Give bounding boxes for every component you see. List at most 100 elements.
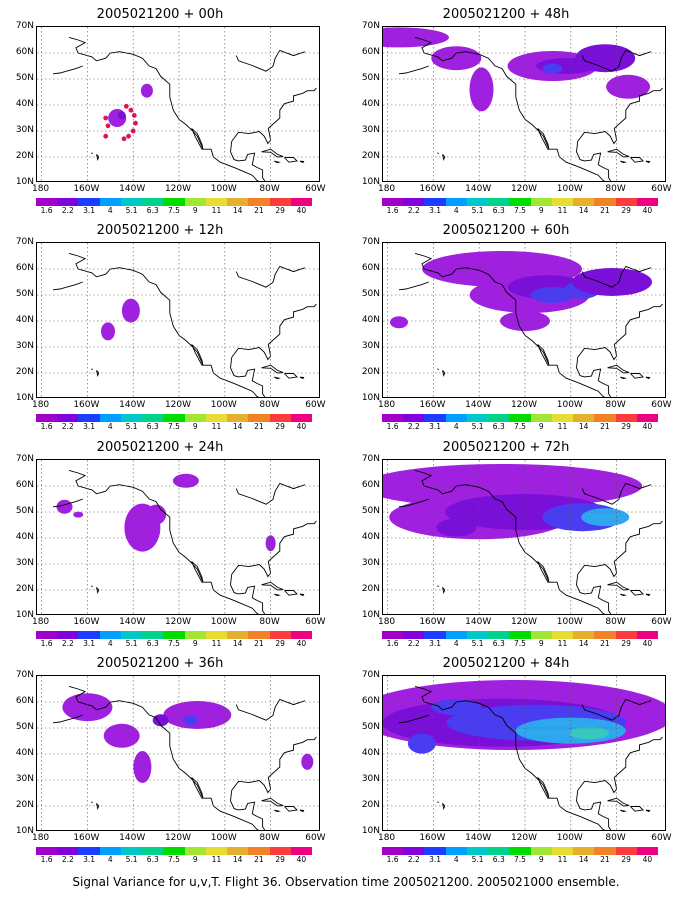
longitude-label: 180 <box>31 617 50 627</box>
longitude-label: 100W <box>556 400 583 410</box>
latitude-label: 20N <box>15 367 34 377</box>
colorbar-level-label: 40 <box>296 206 307 215</box>
colorbar-level-label: 21 <box>254 855 264 864</box>
colorbar-level-label: 21 <box>600 422 610 431</box>
latitude-label: 60N <box>361 47 380 57</box>
colorbar-level-label: 1.6 <box>386 422 399 431</box>
colorbar-level-label: 11 <box>211 206 222 215</box>
observation-point <box>103 133 109 139</box>
colorbar-level-label: 21 <box>254 422 264 431</box>
longitude-label: 120W <box>510 617 538 627</box>
longitude-label: 60W <box>305 184 326 194</box>
longitude-label: 60W <box>651 400 672 410</box>
colorbar-level-label: 4 <box>107 422 113 431</box>
colorbar-level-label: 29 <box>275 855 285 864</box>
colorbar-swatch <box>227 631 249 639</box>
latitude-label: 50N <box>15 73 34 83</box>
panel-title: 2005021200 + 00h <box>96 7 224 22</box>
colorbar-level-label: 9 <box>538 206 544 215</box>
latitude-label: 40N <box>361 748 380 758</box>
colorbar-level-label: 9 <box>192 206 198 215</box>
forecast-map-panel: 2005021200 + 24h 70N 60N 50N 40N 30N 20N 10N 180… <box>0 440 326 653</box>
latitude-label: 20N <box>15 584 34 594</box>
colorbar-level-label: 14 <box>578 855 589 864</box>
colorbar-level-label: 5.1 <box>125 422 138 431</box>
colorbar-swatch <box>530 631 552 639</box>
latitude-label: 40N <box>361 532 380 542</box>
colorbar-swatch <box>530 198 552 206</box>
colorbar-level-label: 2.2 <box>407 855 420 864</box>
variance-region <box>265 535 276 552</box>
colorbar-swatch <box>403 631 425 639</box>
longitude-label: 60W <box>651 833 672 843</box>
map-canvas <box>383 243 665 397</box>
observation-point <box>103 115 109 121</box>
colorbar-level-label: 11 <box>211 422 222 431</box>
colorbar-swatch <box>184 847 206 855</box>
longitude-label: 100W <box>556 617 583 627</box>
colorbar <box>382 198 659 206</box>
latitude-label: 70N <box>15 237 34 247</box>
map-frame <box>36 242 320 398</box>
latitude-label: 70N <box>361 21 380 31</box>
colorbar-level-label: 4 <box>107 639 113 648</box>
colorbar-swatch <box>78 198 100 206</box>
colorbar-swatch <box>36 847 58 855</box>
colorbar-level-label: 29 <box>275 422 285 431</box>
latitude-label: 20N <box>361 584 380 594</box>
longitude-label: 120W <box>164 617 192 627</box>
forecast-map-panel: 2005021200 + 12h 70N 60N 50N 40N 30N 20N 10N 180… <box>0 223 326 436</box>
colorbar-swatch <box>636 414 659 422</box>
longitude-label: 120W <box>164 400 192 410</box>
latitude-label: 30N <box>361 774 380 784</box>
longitude-label: 160W <box>73 617 100 627</box>
colorbar-level-label: 7.5 <box>168 639 180 648</box>
latitude-label: 30N <box>361 125 380 135</box>
longitude-label: 160W <box>419 184 446 194</box>
panel-title: 2005021200 + 24h <box>96 440 224 455</box>
colorbar-swatch <box>57 631 79 639</box>
colorbar-swatch <box>227 847 249 855</box>
colorbar-level-label: 6.3 <box>492 639 505 648</box>
longitude-label: 100W <box>210 184 237 194</box>
variance-region <box>581 508 630 527</box>
colorbar-swatch <box>573 198 595 206</box>
colorbar-level-label: 11 <box>557 422 568 431</box>
colorbar-swatch <box>615 198 637 206</box>
colorbar-level-label: 7.5 <box>514 422 526 431</box>
colorbar-level-label: 9 <box>538 855 544 864</box>
colorbar-level-label: 4 <box>107 206 113 215</box>
latitude-label: 60N <box>361 480 380 490</box>
coastline <box>398 252 663 397</box>
latitude-label: 50N <box>361 722 380 732</box>
colorbar-swatch <box>248 847 270 855</box>
colorbar-level-label: 1.6 <box>386 639 399 648</box>
longitude-label: 140W <box>465 617 492 627</box>
variance-region <box>56 499 73 514</box>
colorbar-swatch <box>99 631 121 639</box>
colorbar-swatch <box>445 198 467 206</box>
latitude-label: 20N <box>361 151 380 161</box>
colorbar <box>36 847 313 855</box>
map-canvas <box>383 676 665 830</box>
graticule <box>383 676 665 830</box>
graticule <box>37 27 319 181</box>
longitude-label: 60W <box>305 833 326 843</box>
colorbar-level-label: 40 <box>642 855 653 864</box>
colorbar-swatch <box>205 631 228 639</box>
panel-title: 2005021200 + 12h <box>96 223 224 238</box>
colorbar-swatch <box>57 847 79 855</box>
longitude-label: 60W <box>651 184 672 194</box>
variance-region <box>469 67 494 112</box>
colorbar-swatch <box>269 414 291 422</box>
colorbar-swatch <box>78 631 100 639</box>
colorbar-swatch <box>57 414 79 422</box>
colorbar <box>382 847 659 855</box>
colorbar-level-label: 1.6 <box>386 855 399 864</box>
panel-title: 2005021200 + 36h <box>96 656 224 671</box>
map-canvas <box>383 27 665 181</box>
colorbar-level-label: 29 <box>621 855 631 864</box>
variance-region <box>152 714 169 727</box>
longitude-label: 180 <box>31 184 50 194</box>
colorbar-swatch <box>636 847 659 855</box>
